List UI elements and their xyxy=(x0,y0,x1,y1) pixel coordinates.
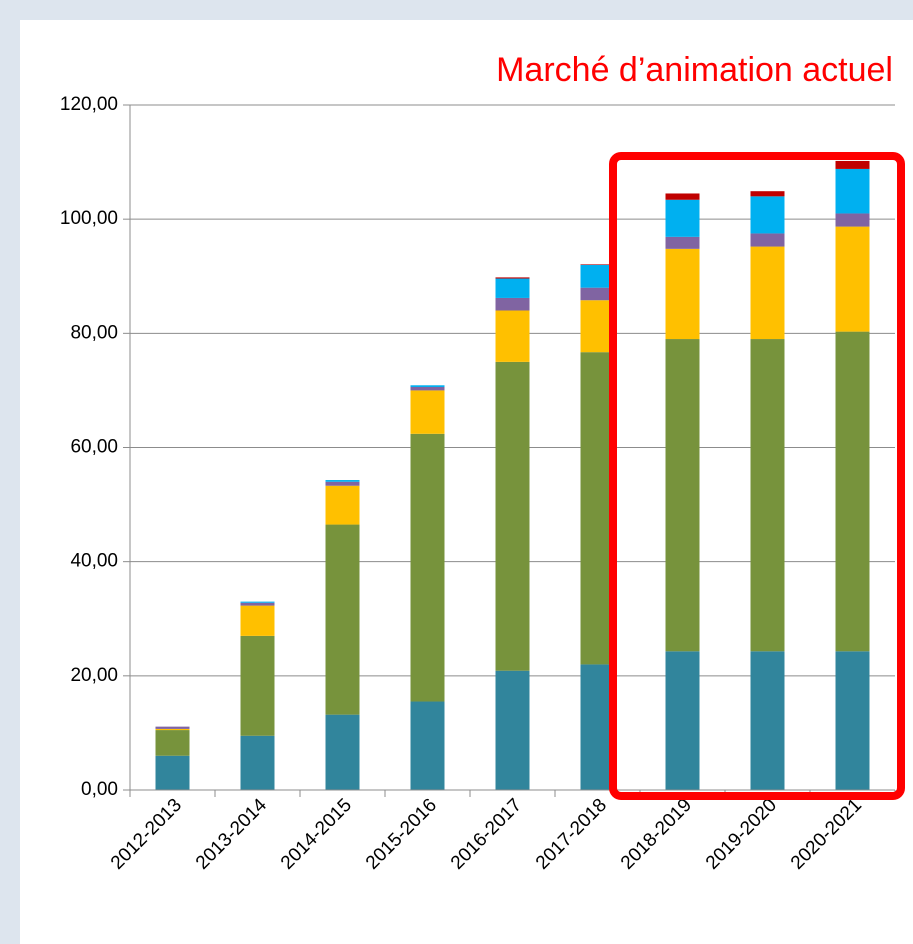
bar-segment xyxy=(240,635,275,736)
bar-segment xyxy=(410,385,445,387)
bar-segment xyxy=(495,670,530,790)
bar-segment xyxy=(495,297,530,311)
bar-segment xyxy=(580,300,615,353)
highlight-box xyxy=(609,152,905,800)
bar-segment xyxy=(240,602,275,606)
bar-segment xyxy=(665,248,700,340)
bar-segment xyxy=(750,196,785,234)
bar-segment xyxy=(665,651,700,790)
bar-segment xyxy=(240,605,275,636)
bar-segment xyxy=(665,199,700,237)
y-tick-label: 60,00 xyxy=(70,437,118,458)
bar-segment xyxy=(495,278,530,298)
bar-segment xyxy=(835,168,870,214)
bar-segment xyxy=(835,331,870,652)
chart-title: Marché d’animation actuel xyxy=(496,51,893,89)
y-tick-label: 80,00 xyxy=(70,322,118,343)
bar-segment xyxy=(665,193,700,200)
bar-segment xyxy=(155,730,190,756)
bar-segment xyxy=(495,361,530,671)
bar-segment xyxy=(835,160,870,169)
bar-segment xyxy=(240,735,275,790)
bar-segment xyxy=(665,236,700,249)
bar-segment xyxy=(155,726,190,729)
bar-segment xyxy=(325,480,360,482)
y-tick-label: 20,00 xyxy=(70,665,118,686)
bar-segment xyxy=(410,701,445,790)
bar-segment xyxy=(495,277,530,279)
bar-segment xyxy=(580,287,615,301)
y-tick-label: 100,00 xyxy=(60,208,118,229)
bar-segment xyxy=(750,651,785,790)
bar-segment xyxy=(580,264,615,265)
bar-segment xyxy=(325,714,360,790)
y-tick-label: 120,00 xyxy=(60,94,118,115)
bar-segment xyxy=(750,339,785,652)
bar-segment xyxy=(325,485,360,525)
bar-segment xyxy=(240,601,275,603)
bar-segment xyxy=(750,233,785,247)
bar-segment xyxy=(835,213,870,227)
bar-segment xyxy=(410,433,445,702)
bar-segment xyxy=(410,390,445,434)
bar-segment xyxy=(750,246,785,340)
bar-segment xyxy=(155,755,190,790)
bar-segment xyxy=(580,352,615,665)
bar-segment xyxy=(835,226,870,332)
bar-segment xyxy=(155,728,190,731)
bar-segment xyxy=(410,386,445,391)
bar-segment xyxy=(495,310,530,362)
y-tick-label: 40,00 xyxy=(70,551,118,572)
bar-segment xyxy=(325,524,360,715)
bar-segment xyxy=(325,481,360,486)
bar-segment xyxy=(580,264,615,288)
y-tick-label: 0,00 xyxy=(81,779,118,800)
bar-segment xyxy=(665,339,700,652)
bar-segment xyxy=(750,191,785,197)
bar-segment xyxy=(580,664,615,790)
bar-segment xyxy=(835,651,870,790)
